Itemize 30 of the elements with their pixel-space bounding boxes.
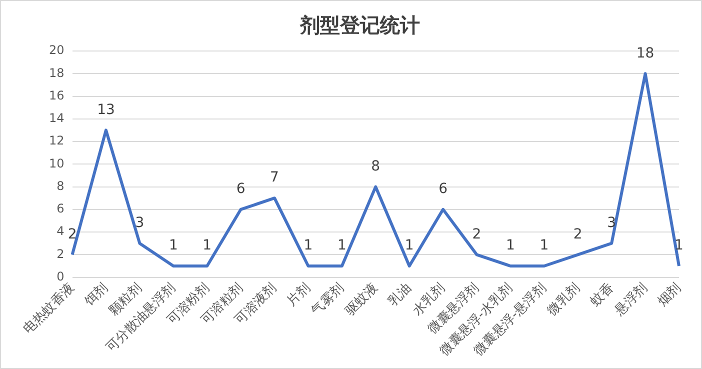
data-label: 1 [506, 238, 515, 254]
data-label: 18 [636, 45, 654, 62]
y-tick-label: 14 [48, 111, 64, 126]
y-tick-label: 10 [48, 156, 64, 170]
y-tick-label: 12 [48, 134, 64, 148]
x-tick-label: 乳油 [386, 280, 415, 310]
y-tick-label: 4 [56, 224, 64, 238]
data-label: 6 [438, 181, 448, 198]
x-tick-label: 烟剂 [654, 280, 684, 310]
data-label: 3 [135, 215, 144, 231]
chart-title: 剂型登记统计 [299, 13, 420, 38]
data-label: 7 [270, 170, 279, 186]
data-label: 2 [573, 226, 582, 242]
y-tick-label: 8 [56, 178, 64, 193]
y-tick-label: 16 [48, 88, 64, 102]
data-label: 1 [404, 238, 414, 254]
data-label: 1 [304, 238, 313, 254]
data-label: 1 [168, 238, 178, 254]
y-tick-label: 20 [48, 43, 64, 58]
data-label: 1 [202, 238, 212, 254]
data-label: 2 [68, 226, 77, 242]
data-label: 2 [472, 226, 482, 242]
data-label: 8 [371, 158, 380, 174]
y-tick-label: 6 [56, 202, 64, 216]
data-label: 6 [236, 181, 246, 198]
data-label: 1 [337, 238, 346, 254]
data-label: 1 [540, 238, 549, 254]
data-label: 13 [97, 102, 115, 118]
y-tick-label: 2 [56, 246, 64, 261]
y-tick-label: 18 [48, 66, 64, 80]
